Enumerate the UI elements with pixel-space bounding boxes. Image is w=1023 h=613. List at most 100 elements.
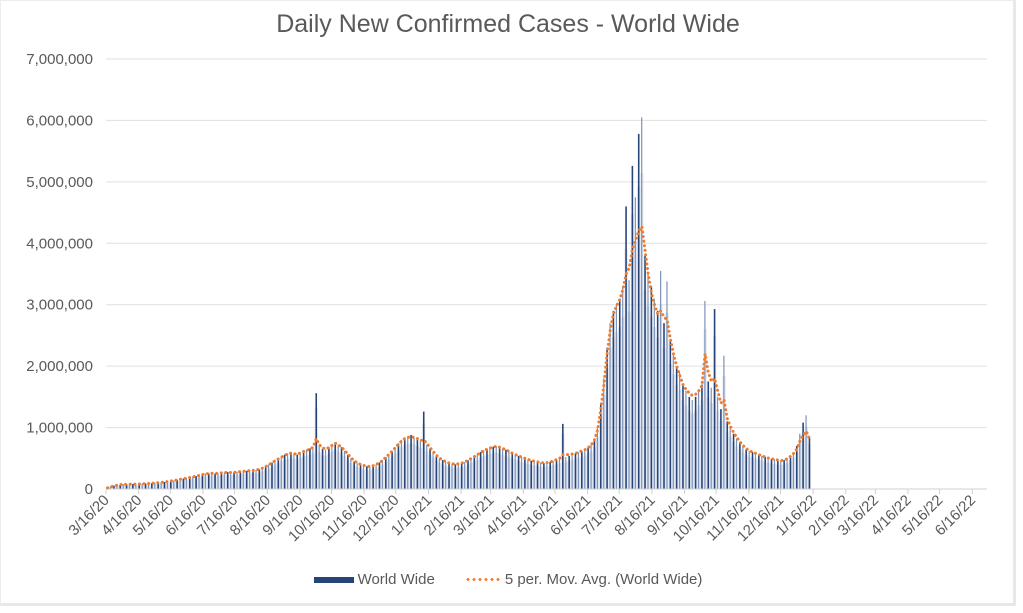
bar xyxy=(119,484,122,489)
bar xyxy=(435,455,438,489)
bar xyxy=(694,396,697,489)
bar xyxy=(413,436,415,489)
bar xyxy=(495,446,497,489)
bar xyxy=(483,450,485,489)
bar xyxy=(286,453,289,489)
bar xyxy=(378,462,381,489)
bar xyxy=(558,458,561,489)
bar xyxy=(656,310,659,489)
moving-average-line xyxy=(106,222,811,490)
bar xyxy=(445,461,447,489)
bar xyxy=(362,465,365,489)
bar xyxy=(236,471,238,489)
bar-series xyxy=(106,117,812,490)
bar xyxy=(751,452,754,489)
bar xyxy=(675,366,678,489)
bar xyxy=(375,464,377,489)
moving-average-series xyxy=(106,222,811,490)
bar xyxy=(176,479,178,489)
bar xyxy=(720,409,722,489)
bar xyxy=(249,470,251,489)
bar xyxy=(761,455,763,489)
bar xyxy=(682,384,684,489)
bar xyxy=(255,469,257,489)
bar xyxy=(524,458,526,489)
bar xyxy=(144,483,147,489)
bar xyxy=(546,462,548,489)
bar xyxy=(691,399,693,489)
bar xyxy=(508,451,510,489)
bar xyxy=(407,436,409,489)
bar xyxy=(179,479,181,489)
bar xyxy=(571,454,573,489)
bar xyxy=(321,449,324,489)
bar xyxy=(669,341,672,489)
bar xyxy=(192,476,194,489)
bar xyxy=(764,457,766,489)
bar xyxy=(479,452,482,489)
bar xyxy=(448,463,450,489)
bar xyxy=(388,453,390,489)
bar xyxy=(543,463,545,489)
bar xyxy=(350,458,352,489)
bar xyxy=(464,461,466,489)
bar xyxy=(770,458,773,489)
bar xyxy=(631,165,634,489)
bar xyxy=(170,481,172,489)
bar xyxy=(113,485,115,489)
bar xyxy=(530,460,533,489)
bar xyxy=(808,436,811,489)
bar xyxy=(735,438,738,489)
bar xyxy=(533,461,535,489)
bar xyxy=(299,452,301,489)
bar xyxy=(618,298,621,489)
bar xyxy=(403,437,406,489)
bar xyxy=(511,453,514,489)
bar xyxy=(470,458,472,489)
bar xyxy=(555,459,558,489)
bar xyxy=(713,309,716,489)
bar xyxy=(258,469,261,489)
bar xyxy=(239,471,242,489)
y-tick-label: 6,000,000 xyxy=(26,112,93,129)
bar xyxy=(650,286,653,489)
bar xyxy=(426,444,428,489)
bar xyxy=(198,475,200,489)
bar xyxy=(647,274,649,489)
bar xyxy=(261,468,263,489)
bar xyxy=(628,280,630,489)
bar xyxy=(451,463,453,489)
bar xyxy=(312,447,314,489)
bar xyxy=(792,452,795,489)
bar xyxy=(666,281,668,489)
bar xyxy=(337,444,339,489)
bar xyxy=(799,433,801,489)
bar xyxy=(138,483,140,489)
bar xyxy=(432,452,434,489)
bar xyxy=(116,484,118,489)
bar xyxy=(599,403,602,489)
bar xyxy=(476,454,478,489)
bar xyxy=(609,323,611,489)
bar xyxy=(777,460,779,489)
bar xyxy=(710,387,712,489)
legend-item-moving-average[interactable]: 5 per. Mov. Avg. (World Wide) xyxy=(464,571,702,588)
bar xyxy=(214,473,216,489)
bar xyxy=(587,447,589,489)
bar xyxy=(122,484,124,489)
bar xyxy=(767,458,769,489)
legend-item-world-wide[interactable]: World Wide xyxy=(313,571,435,588)
x-axis: 3/16/204/16/205/16/206/16/207/16/208/16/… xyxy=(65,488,987,545)
bar xyxy=(454,464,457,489)
bar xyxy=(732,433,735,489)
bar xyxy=(590,444,592,489)
bar xyxy=(328,447,330,489)
bar xyxy=(226,472,229,489)
bar xyxy=(242,471,244,489)
bar xyxy=(400,439,403,489)
bar xyxy=(410,434,412,489)
bar xyxy=(302,450,305,489)
bar xyxy=(517,455,520,489)
